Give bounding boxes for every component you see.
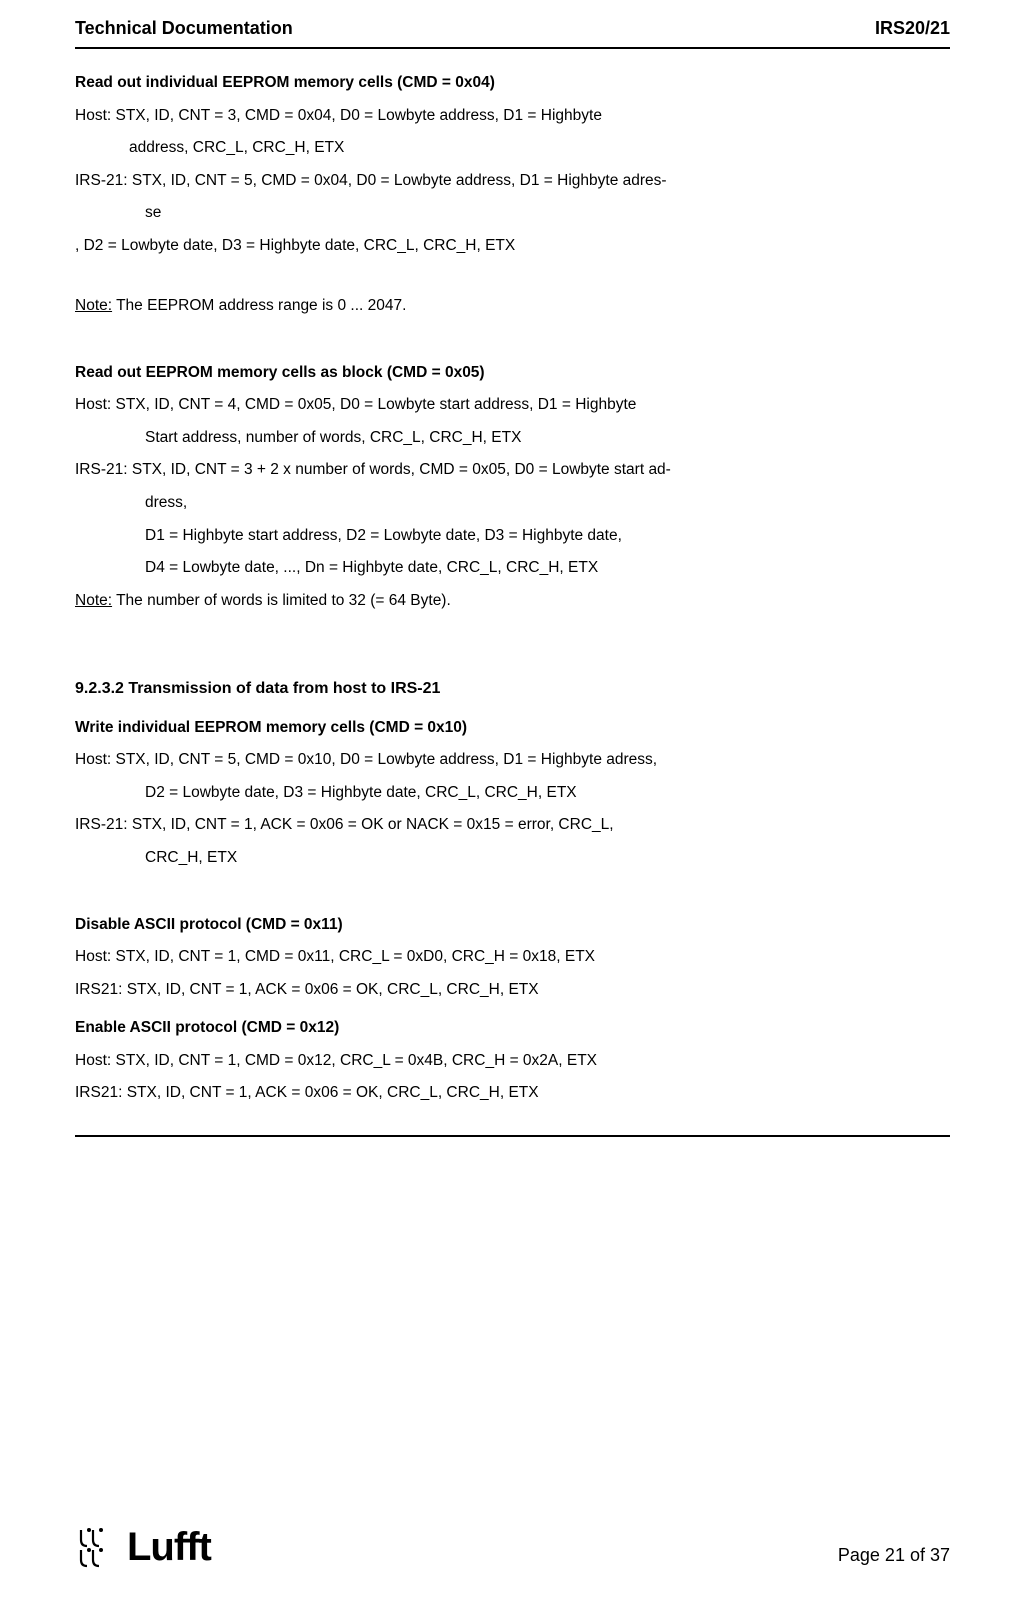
cmd11-host: Host: STX, ID, CNT = 1, CMD = 0x11, CRC_… (75, 941, 950, 974)
logo-text: Lufft (127, 1525, 211, 1570)
cmd04-host-l2: address, CRC_L, CRC_H, ETX (75, 132, 950, 165)
spacer (75, 323, 950, 351)
s9232-heading: 9.2.3.2 Transmission of data from host t… (75, 672, 950, 706)
cmd05-irs-l2: dress, (75, 487, 950, 520)
cmd10-irs-l1: IRS-21: STX, ID, CNT = 1, ACK = 0x06 = O… (75, 809, 950, 842)
page-header: Technical Documentation IRS20/21 (75, 0, 950, 47)
cmd11-irs: IRS21: STX, ID, CNT = 1, ACK = 0x06 = OK… (75, 974, 950, 1007)
page-content: Technical Documentation IRS20/21 Read ou… (0, 0, 1025, 1137)
spacer (75, 262, 950, 290)
note-text: The EEPROM address range is 0 ... 2047. (112, 297, 406, 314)
cmd05-irs-l1: IRS-21: STX, ID, CNT = 3 + 2 x number of… (75, 454, 950, 487)
cmd05-title: Read out EEPROM memory cells as block (C… (75, 357, 950, 390)
cmd05-irs-l4: D4 = Lowbyte date, ..., Dn = Highbyte da… (75, 552, 950, 585)
cmd12-irs: IRS21: STX, ID, CNT = 1, ACK = 0x06 = OK… (75, 1077, 950, 1110)
note-label: Note: (75, 297, 112, 314)
cmd04-host-l1: Host: STX, ID, CNT = 3, CMD = 0x04, D0 =… (75, 100, 950, 133)
logo: Lufft (75, 1525, 211, 1570)
spacer (75, 875, 950, 903)
cmd10-host-l2: D2 = Lowbyte date, D3 = Highbyte date, C… (75, 777, 950, 810)
page-footer: Lufft Page 21 of 37 (75, 1525, 950, 1570)
cmd04-note: Note: The EEPROM address range is 0 ... … (75, 290, 950, 323)
body: Read out individual EEPROM memory cells … (75, 67, 950, 1110)
cmd05-irs-l3: D1 = Highbyte start address, D2 = Lowbyt… (75, 520, 950, 553)
note-text: The number of words is limited to 32 (= … (112, 592, 451, 609)
cmd12-host: Host: STX, ID, CNT = 1, CMD = 0x12, CRC_… (75, 1045, 950, 1078)
cmd04-cont: , D2 = Lowbyte date, D3 = Highbyte date,… (75, 230, 950, 263)
header-left: Technical Documentation (75, 18, 293, 39)
cmd04-title: Read out individual EEPROM memory cells … (75, 67, 950, 100)
cmd12-title: Enable ASCII protocol (CMD = 0x12) (75, 1012, 950, 1045)
cmd10-irs-l2: CRC_H, ETX (75, 842, 950, 875)
header-right: IRS20/21 (875, 18, 950, 39)
cmd11-title: Disable ASCII protocol (CMD = 0x11) (75, 909, 950, 942)
page-number: Page 21 of 37 (838, 1545, 950, 1570)
footer-rule (75, 1135, 950, 1137)
cmd05-host-l2: Start address, number of words, CRC_L, C… (75, 422, 950, 455)
lufft-symbol-icon (75, 1526, 119, 1570)
header-rule (75, 47, 950, 49)
cmd05-note: Note: The number of words is limited to … (75, 585, 950, 618)
cmd04-irs-l2: se (75, 197, 950, 230)
note-label: Note: (75, 592, 112, 609)
cmd10-host-l1: Host: STX, ID, CNT = 5, CMD = 0x10, D0 =… (75, 744, 950, 777)
cmd05-host-l1: Host: STX, ID, CNT = 4, CMD = 0x05, D0 =… (75, 389, 950, 422)
cmd10-title: Write individual EEPROM memory cells (CM… (75, 712, 950, 745)
cmd04-irs-l1: IRS-21: STX, ID, CNT = 5, CMD = 0x04, D0… (75, 165, 950, 198)
